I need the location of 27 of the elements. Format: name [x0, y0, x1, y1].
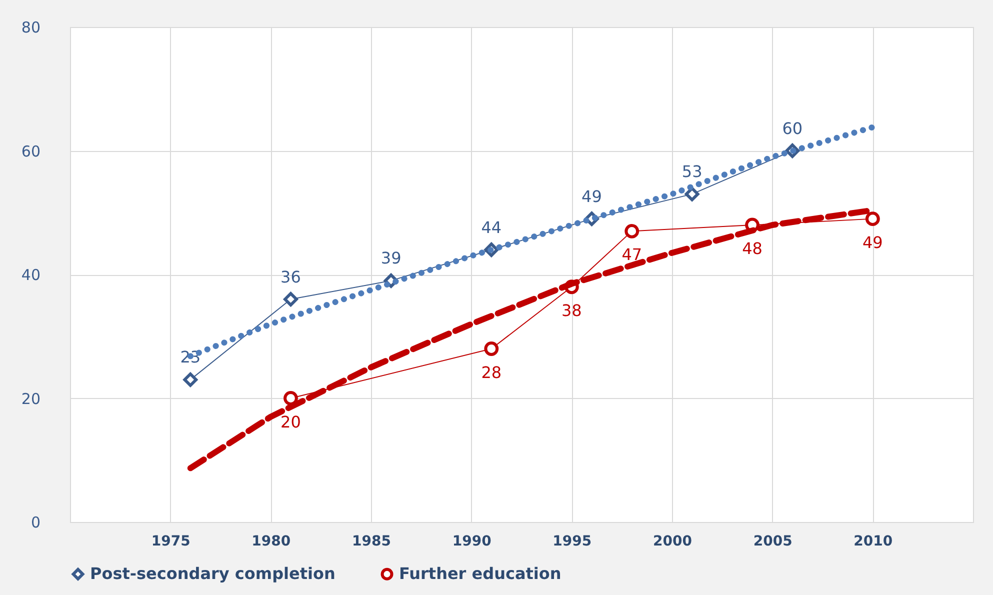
- data-label: 49: [862, 232, 883, 252]
- data-label: 38: [561, 300, 582, 320]
- x-tick-label: 2000: [653, 534, 692, 550]
- y-tick-label: 20: [21, 390, 40, 408]
- data-label: 47: [622, 245, 642, 264]
- data-label: 60: [782, 118, 803, 138]
- data-label: 36: [280, 267, 301, 286]
- x-tick-label: 2005: [753, 534, 792, 550]
- x-tick-label: 1990: [452, 534, 492, 550]
- data-label: 28: [481, 362, 502, 382]
- x-tick-label: 1995: [552, 534, 592, 550]
- x-tick-label: 1975: [151, 534, 190, 550]
- y-tick-label: 40: [21, 266, 40, 284]
- data-label: 20: [280, 412, 301, 432]
- data-label: 48: [742, 239, 762, 258]
- y-tick-label: 60: [21, 142, 40, 160]
- data-label: 39: [380, 248, 402, 268]
- x-tick-label: 2010: [854, 534, 893, 550]
- legend-label: Post-secondary completion: [90, 564, 336, 584]
- data-label: 49: [582, 186, 602, 206]
- data-label: 44: [481, 218, 502, 237]
- y-tick-label: 0: [30, 514, 40, 532]
- y-tick-label: 80: [21, 18, 40, 36]
- x-tick-label: 1980: [252, 534, 291, 550]
- data-label: 53: [682, 162, 702, 182]
- legend-label: Further education: [399, 564, 562, 584]
- x-tick-label: 1985: [352, 534, 391, 550]
